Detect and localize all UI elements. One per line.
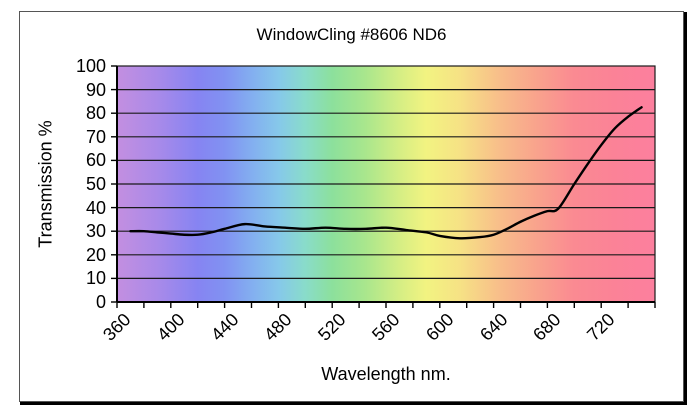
y-tick-label: 70 xyxy=(85,126,106,147)
y-tick-label: 100 xyxy=(75,56,106,76)
y-tick-label: 30 xyxy=(85,221,106,242)
y-tick-label: 50 xyxy=(85,174,106,194)
y-axis-title: Transmission % xyxy=(35,120,56,248)
x-axis-title: Wavelength nm. xyxy=(321,364,451,384)
y-tick-label: 80 xyxy=(85,103,106,124)
chart-title: WindowCling #8606 ND6 xyxy=(256,25,447,44)
y-tick-label: 20 xyxy=(85,244,106,265)
y-tick-label: 40 xyxy=(85,197,106,218)
y-tick-label: 0 xyxy=(95,292,106,312)
plot-area xyxy=(111,65,656,308)
y-tick-label: 90 xyxy=(85,79,106,100)
y-tick-label: 60 xyxy=(85,150,106,171)
series-line xyxy=(129,106,643,240)
y-tick-label: 10 xyxy=(85,268,106,289)
